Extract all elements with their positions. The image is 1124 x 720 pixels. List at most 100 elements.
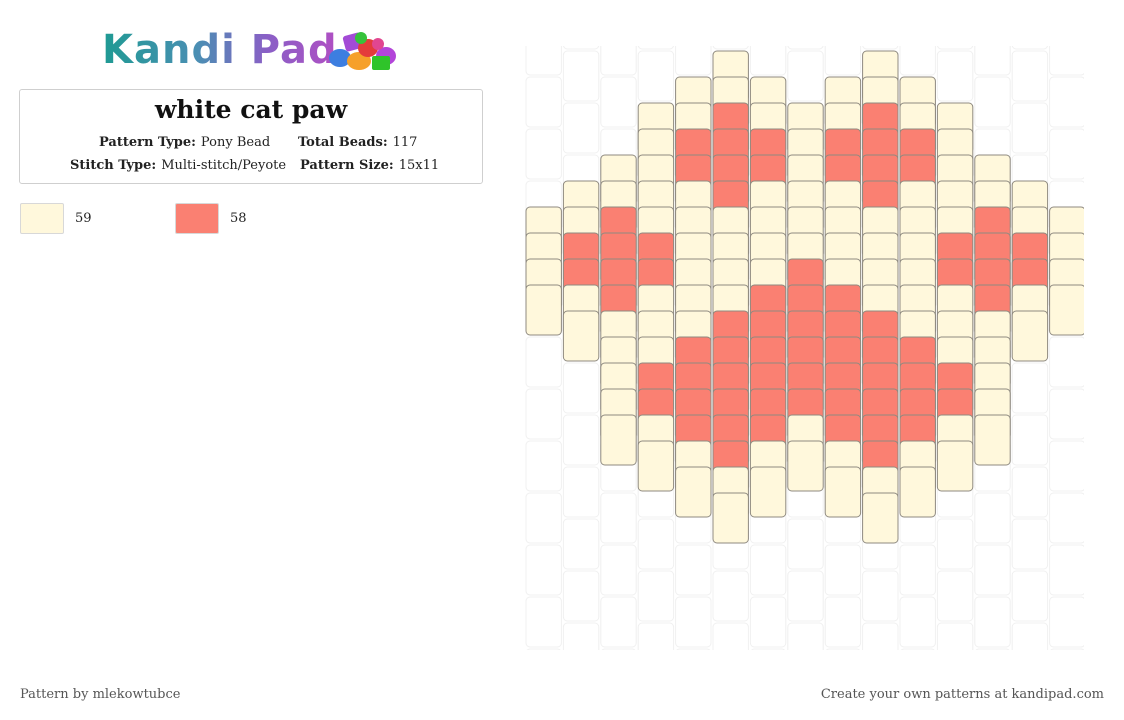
logo-text: Kandi Pad	[102, 27, 338, 73]
pattern-size-label: Pattern Size:	[300, 158, 394, 173]
bead-slot-empty	[675, 544, 712, 596]
bead-slot-empty	[899, 46, 936, 76]
bead-slot-empty	[525, 544, 562, 596]
bead-cream	[936, 440, 974, 492]
bead-slot-empty	[562, 518, 600, 570]
total-beads: Total Beads: 117	[298, 135, 417, 150]
bead-cream	[712, 492, 749, 544]
bead-slot-empty	[1050, 648, 1084, 650]
bead-grid-svg	[525, 46, 1084, 650]
bead-slot-empty	[600, 492, 637, 544]
kandipad-promo-link[interactable]: Create your own patterns at kandipad.com	[820, 687, 1104, 702]
bead-cream	[899, 466, 936, 518]
bead-slot-empty	[974, 544, 1011, 596]
bead-slot-empty	[824, 596, 862, 648]
bead-cream	[562, 310, 600, 362]
stitch-type-label: Stitch Type:	[70, 158, 157, 173]
bead-slot-empty	[562, 414, 600, 466]
bead-slot-empty	[600, 46, 637, 76]
bead-slot-empty	[824, 46, 862, 76]
bead-slot-empty	[562, 362, 600, 414]
bead-slot-empty	[676, 648, 711, 650]
bead-slot-empty	[562, 50, 600, 102]
bead-slot-empty	[525, 76, 562, 128]
bead-slot-empty	[1049, 128, 1084, 180]
pattern-size-value: 15x11	[398, 158, 440, 173]
bead-slot-empty	[749, 46, 787, 76]
bead-slot-empty	[936, 518, 974, 570]
bead-slot-empty	[787, 622, 824, 650]
bead-slot-empty	[525, 128, 562, 180]
bead-slot-empty	[1011, 362, 1049, 414]
pattern-type-label: Pattern Type:	[99, 135, 196, 150]
bead-slot-empty	[1011, 518, 1049, 570]
pattern-title: white cat paw	[154, 95, 348, 124]
bead-slot-empty	[525, 492, 562, 544]
bead-cream	[1049, 284, 1084, 336]
bead-cream	[787, 440, 824, 492]
bead-pattern-grid	[524, 46, 1084, 650]
bead-slot-empty	[1011, 102, 1049, 154]
bead-slot-empty	[1049, 544, 1084, 596]
bead-slot-empty	[637, 518, 675, 570]
bead-slot-empty	[974, 46, 1011, 76]
color-swatch-salmon	[175, 203, 219, 234]
bead-slot-empty	[712, 622, 749, 650]
pattern-type: Pattern Type: Pony Bead	[99, 135, 270, 150]
bead-slot-empty	[1011, 50, 1049, 102]
bead-slot-empty	[787, 570, 824, 622]
bead-cream	[974, 414, 1011, 466]
bead-slot-empty	[900, 648, 935, 650]
pattern-info-card: white cat paw Pattern Type: Pony Bead Tot…	[19, 89, 483, 184]
bead-slot-empty	[562, 466, 600, 518]
bead-slot-empty	[899, 544, 936, 596]
bead-cream	[637, 440, 675, 492]
bead-slot-empty	[600, 544, 637, 596]
bead-slot-empty	[637, 50, 675, 102]
bead-slot-empty	[526, 648, 561, 650]
bead-slot-empty	[675, 596, 712, 648]
bead-slot-empty	[1049, 388, 1084, 440]
kandipad-logo[interactable]: Kandi Pad	[102, 26, 402, 74]
bead-slot-empty	[825, 648, 860, 650]
color-count-salmon: 58	[230, 211, 247, 226]
bead-slot-empty	[749, 596, 787, 648]
bead-slot-empty	[1011, 466, 1049, 518]
bead-slot-empty	[1049, 492, 1084, 544]
bead-cream	[862, 492, 899, 544]
stitch-type: Stitch Type: Multi-stitch/Peyote	[70, 158, 286, 173]
total-beads-label: Total Beads:	[298, 135, 388, 150]
bead-slot-empty	[936, 570, 974, 622]
bead-slot-empty	[712, 570, 749, 622]
bead-slot-empty	[525, 336, 562, 388]
bead-slot-empty	[637, 46, 674, 50]
bead-slot-empty	[1049, 440, 1084, 492]
bead-slot-empty	[787, 50, 824, 102]
bead-slot-empty	[600, 596, 637, 648]
bead-slot-empty	[1049, 76, 1084, 128]
bead-slot-empty	[899, 596, 936, 648]
bead-slot-empty	[1049, 336, 1084, 388]
bead-pile-icon	[329, 32, 396, 70]
total-beads-value: 117	[392, 135, 418, 150]
author-credit: Pattern by mlekowtubce	[20, 687, 181, 702]
color-count-cream: 59	[75, 211, 92, 226]
bead-slot-empty	[936, 50, 974, 102]
bead-slot-empty	[1011, 414, 1049, 466]
bead-cream	[525, 284, 562, 336]
bead-slot-empty	[562, 102, 600, 154]
bead-slot-empty	[787, 46, 824, 50]
bead-slot-empty	[1049, 46, 1084, 76]
bead-slot-empty	[637, 622, 675, 650]
bead-slot-empty	[637, 570, 675, 622]
stitch-type-value: Multi-stitch/Peyote	[161, 158, 287, 173]
pattern-size: Pattern Size: 15x11	[300, 158, 439, 173]
color-swatch-cream	[20, 203, 64, 234]
bead-slot-empty	[562, 570, 600, 622]
bead-cream	[600, 414, 637, 466]
bead-slot-empty	[862, 622, 899, 650]
bead-slot-empty	[712, 46, 749, 50]
bead-slot-empty	[1011, 570, 1049, 622]
bead-cream	[675, 466, 712, 518]
bead-slot-empty	[749, 544, 787, 596]
